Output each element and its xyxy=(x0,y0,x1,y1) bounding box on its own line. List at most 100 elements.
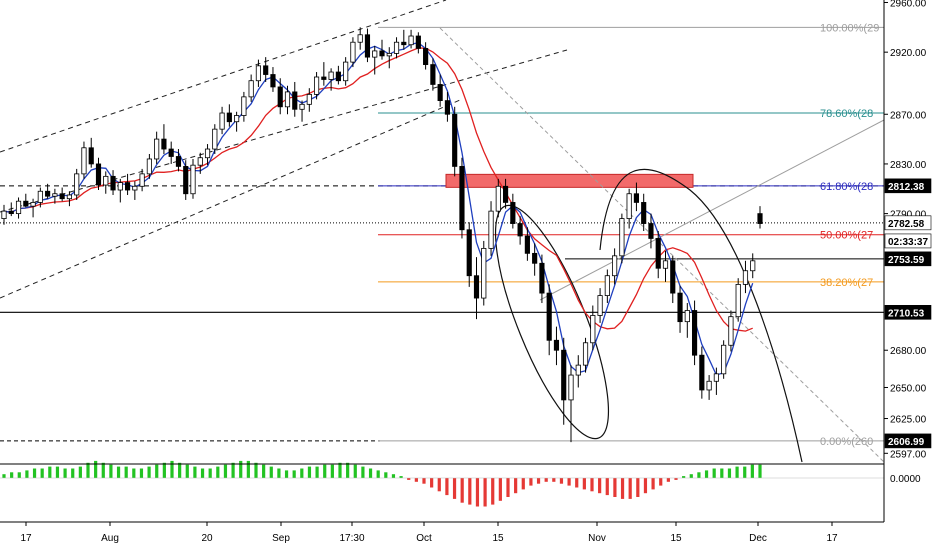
candle xyxy=(379,39,385,60)
candle-body xyxy=(459,166,465,231)
histogram-bar xyxy=(170,460,174,478)
price-tick-label: 2790.00 xyxy=(890,210,927,221)
candle xyxy=(23,193,29,208)
candle xyxy=(641,193,647,231)
candle xyxy=(626,188,632,229)
histogram-bar xyxy=(32,468,37,478)
fib-level-label: 50.00%(27 xyxy=(820,230,873,242)
candle-body xyxy=(321,76,327,80)
candle xyxy=(241,91,247,122)
resistance-zone[interactable] xyxy=(445,173,694,188)
histogram-bar xyxy=(200,468,205,478)
histogram-bar xyxy=(620,478,625,499)
candle-body xyxy=(713,373,719,382)
candle-body xyxy=(393,41,400,54)
histogram-bar xyxy=(682,476,686,478)
candle-body xyxy=(386,53,392,57)
candle xyxy=(52,188,58,204)
candle-body xyxy=(190,164,196,195)
price-label-box xyxy=(884,305,932,320)
candle-body xyxy=(641,202,647,224)
candle-body xyxy=(691,310,698,356)
channel-lower-line[interactable] xyxy=(0,99,461,299)
candle-body xyxy=(415,35,421,49)
candle xyxy=(590,305,596,351)
candle-body xyxy=(655,238,661,269)
candle-body xyxy=(553,339,560,351)
candle-body xyxy=(168,148,174,157)
candle xyxy=(117,178,123,203)
candle xyxy=(372,45,378,75)
candle-body xyxy=(401,41,407,46)
candle-body xyxy=(103,175,109,186)
indicator-tick-label: 0.0000 xyxy=(890,474,921,485)
candle-body xyxy=(408,35,414,46)
fib-level-label: 100.00%(29 xyxy=(820,22,879,34)
candle xyxy=(292,81,298,117)
candle xyxy=(277,78,283,115)
candle-body xyxy=(154,138,160,160)
candle-body xyxy=(117,182,123,191)
candle xyxy=(670,255,676,304)
histogram-bar xyxy=(246,460,250,478)
candle-body xyxy=(604,275,610,296)
candle xyxy=(597,288,603,323)
candle xyxy=(713,367,719,395)
histogram-bar xyxy=(582,478,586,490)
histogram-bar xyxy=(315,466,319,478)
histogram-bar xyxy=(376,470,380,478)
candle-body xyxy=(59,193,65,200)
histogram-bar xyxy=(208,468,212,478)
histogram-bar xyxy=(758,464,762,478)
candle-body xyxy=(292,91,298,110)
candle xyxy=(212,124,218,154)
histogram-bar xyxy=(193,466,197,478)
candle xyxy=(1,204,7,225)
candle-body xyxy=(234,115,240,123)
candle xyxy=(139,168,145,192)
candle-body xyxy=(299,103,305,110)
histogram-bar xyxy=(750,464,754,478)
price-label: 2812.38 xyxy=(888,182,925,193)
candle xyxy=(219,106,225,135)
candle-body xyxy=(473,275,480,299)
candle xyxy=(488,201,494,256)
channel-upper-line[interactable] xyxy=(0,0,447,153)
histogram-bar xyxy=(399,476,403,478)
histogram-bar xyxy=(116,466,121,478)
fib-level-label: 0.00%(260 xyxy=(820,436,873,448)
candle-body xyxy=(699,354,705,391)
candle-body xyxy=(95,163,102,186)
candle xyxy=(328,68,334,91)
candle-body xyxy=(204,148,211,159)
histogram-bar xyxy=(521,478,525,490)
candle xyxy=(306,88,312,112)
histogram-bar xyxy=(2,474,6,478)
candle-body xyxy=(539,262,545,294)
histogram-bar xyxy=(94,460,98,478)
price-tick-label: 2650.00 xyxy=(890,383,927,394)
candle-body xyxy=(524,235,530,254)
histogram-bar xyxy=(590,478,594,492)
time-tick-label: Dec xyxy=(749,533,767,544)
candle-body xyxy=(517,223,523,237)
histogram-bar xyxy=(514,478,518,494)
candle xyxy=(350,37,356,68)
candle-body xyxy=(212,128,218,150)
curve-drawing[interactable] xyxy=(599,168,803,463)
candle-body xyxy=(183,166,189,195)
candle xyxy=(546,284,552,356)
time-tick-label: 17 xyxy=(826,533,838,544)
trend-drawings[interactable] xyxy=(0,0,885,463)
candle-body xyxy=(88,147,94,165)
histogram-bar xyxy=(262,464,266,478)
time-tick-label: Oct xyxy=(416,533,432,544)
price-label-box xyxy=(884,251,932,267)
candle xyxy=(691,300,698,366)
price-tick-label: 2870.00 xyxy=(890,110,927,121)
candle-body xyxy=(15,200,22,215)
candle-body xyxy=(750,260,756,272)
histogram-bar xyxy=(330,464,334,478)
